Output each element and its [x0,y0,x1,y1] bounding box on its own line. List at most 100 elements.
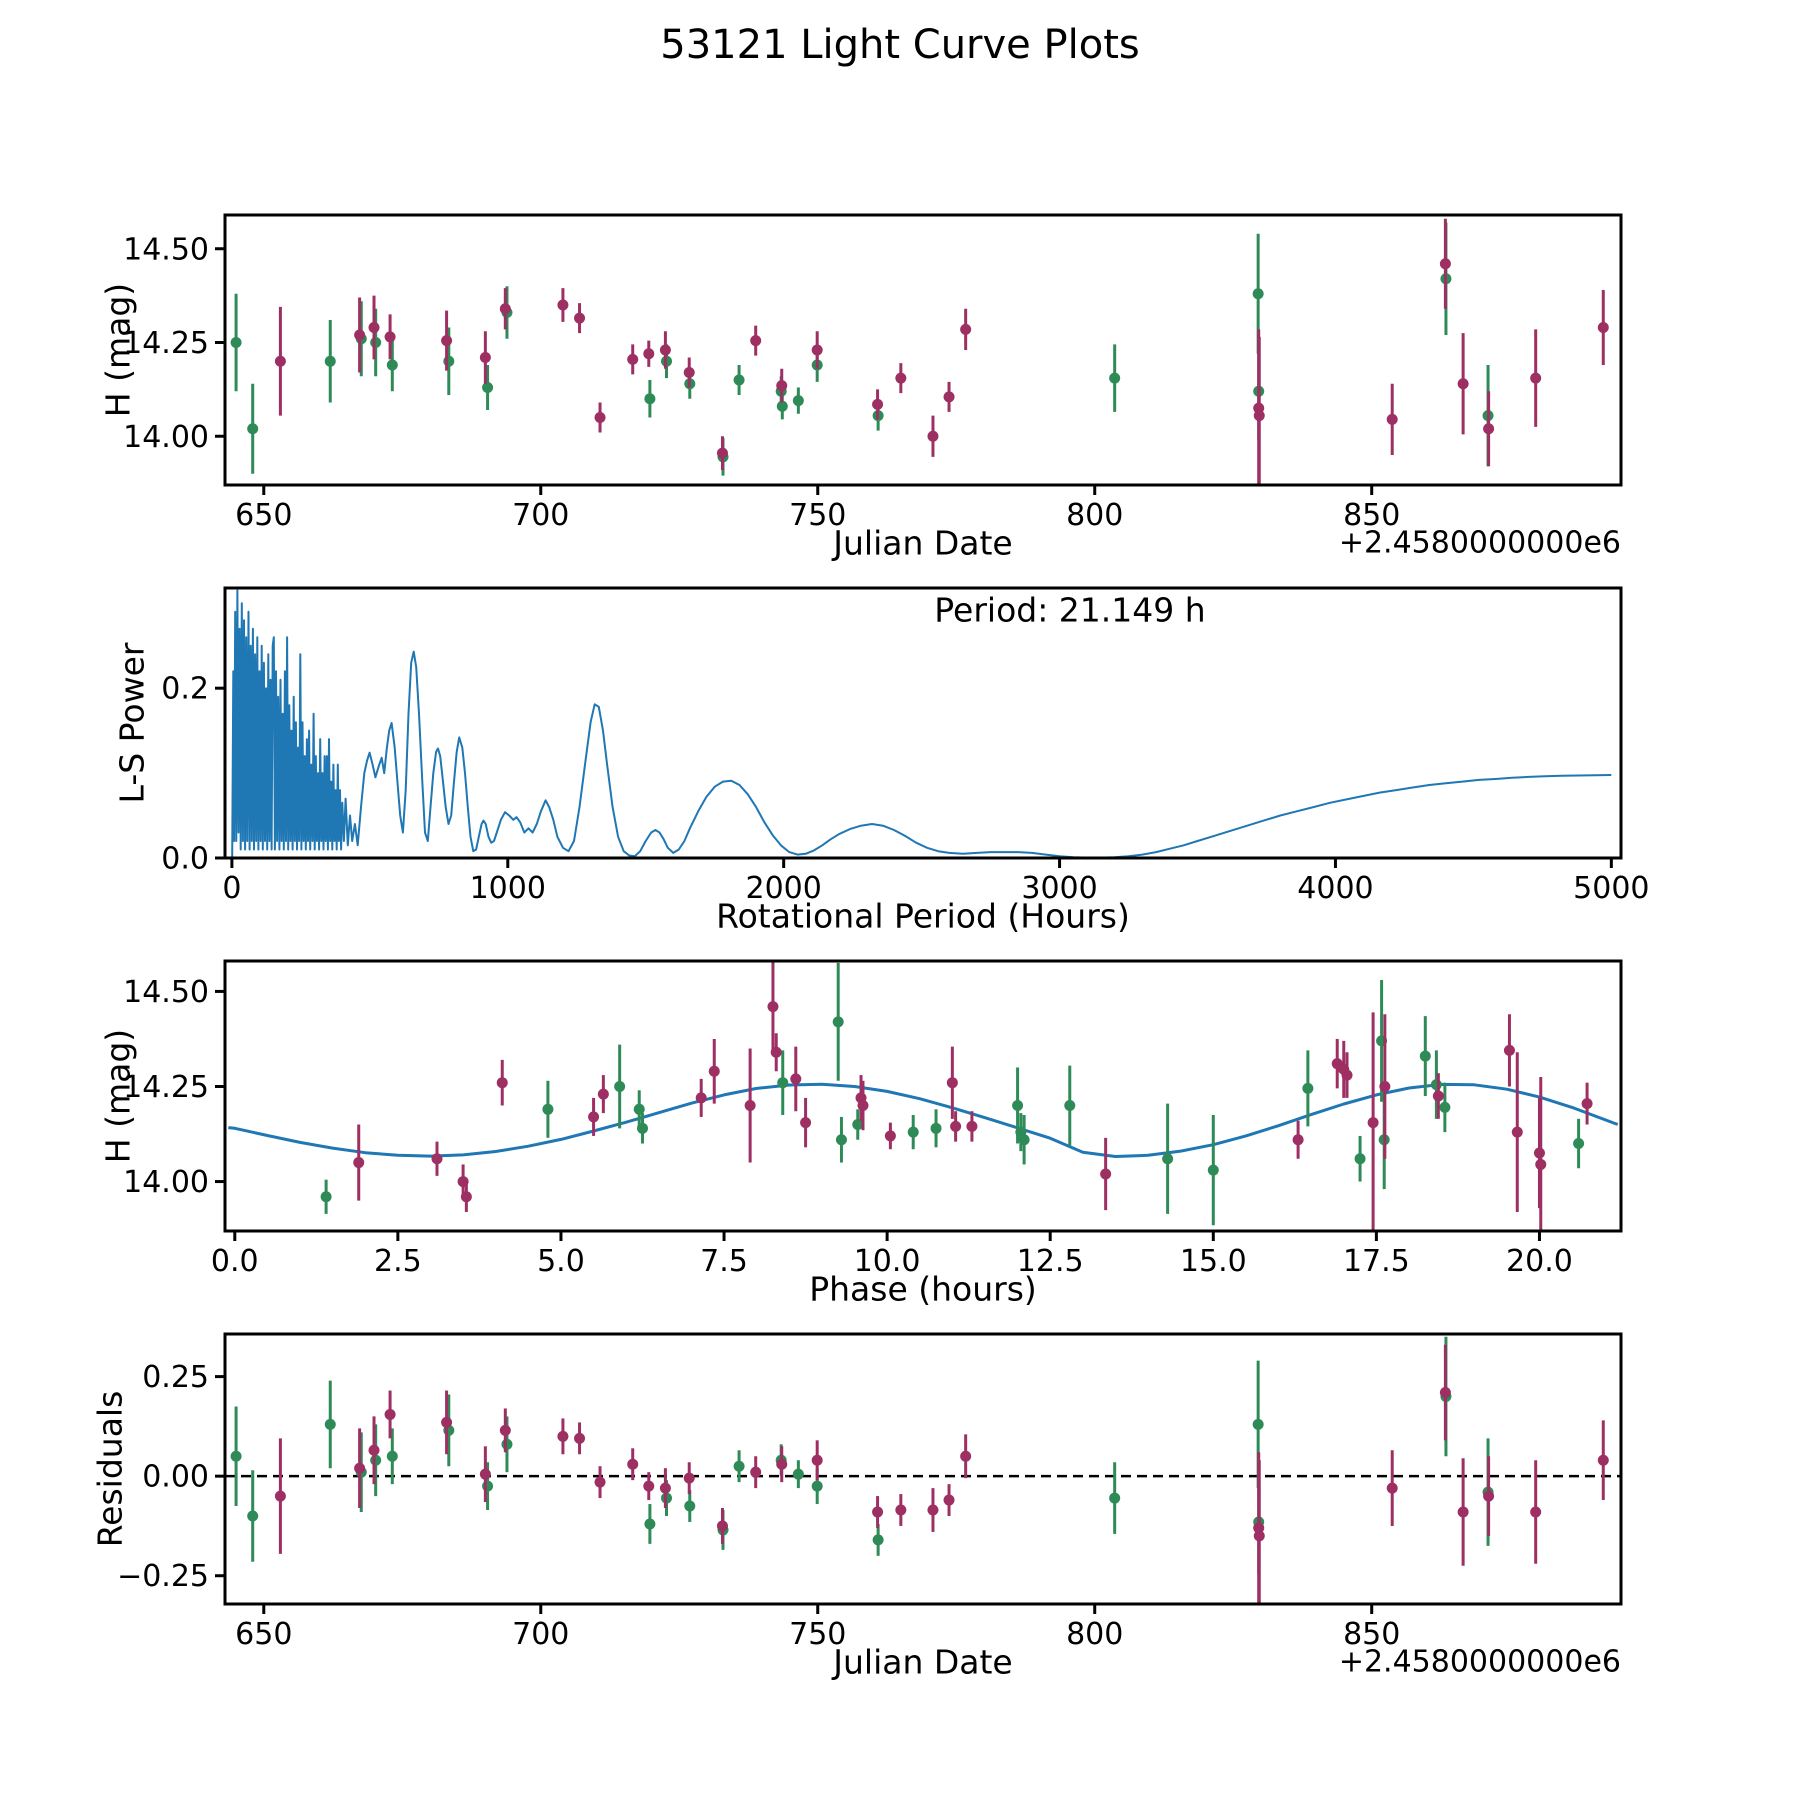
data-point [832,1016,844,1028]
data-point [792,1468,804,1480]
x-tick-label: 650 [235,1617,292,1652]
y-tick-label: 14.00 [123,420,209,455]
data-point [614,1080,626,1092]
y-tick-label: 0.2 [161,672,209,707]
series-observations-green [230,222,1494,476]
data-point [683,1472,695,1484]
data-point [633,1103,645,1115]
data-point [895,372,907,384]
x-tick-label: 0 [222,871,241,906]
data-point [852,1119,864,1131]
x-tick-label: 2.5 [374,1244,422,1279]
data-point [927,430,939,442]
axis-label-h-mag-2: H (mag) [98,1028,138,1164]
x-tick-label: 15.0 [1180,1244,1247,1279]
data-point [1535,1158,1547,1170]
plot-area-light-curve [230,218,1609,485]
x-tick-label: 3000 [1021,871,1097,906]
data-point [431,1153,443,1165]
axis-offset-label-2: +2.4580000000e6 [1338,1644,1621,1680]
data-point [230,1450,242,1462]
data-point [627,1458,639,1470]
data-point [1012,1100,1024,1112]
data-point [443,355,455,367]
data-point [441,335,453,347]
panel-residuals: 650 700 750 800 850 −0.25 0.00 0.25 [117,1332,1623,1652]
axis-offset-label-1: +2.4580000000e6 [1338,525,1621,561]
y-tick-label: 0.25 [142,1360,209,1395]
data-point [1530,1506,1542,1518]
y-tick-label: 14.00 [123,1165,209,1200]
data-point [324,1418,336,1430]
y-tick-label: 14.25 [123,326,209,361]
data-point [320,1191,332,1203]
series-observations-green [230,1336,1494,1574]
data-point [384,1408,396,1420]
data-point [943,391,955,403]
plot-area-phased-light-curve [228,961,1619,1231]
data-point [644,393,656,405]
data-point [1439,1387,1451,1399]
data-point [811,1454,823,1466]
data-point [1253,1530,1265,1542]
data-point [1354,1153,1366,1165]
data-point [1018,1134,1030,1146]
x-tick-label: 5.0 [537,1244,585,1279]
data-point [790,1073,802,1085]
data-point [659,1482,671,1494]
data-point [1511,1126,1523,1138]
x-tick-label: 850 [1343,1617,1400,1652]
data-point [895,1504,907,1516]
data-point [386,1450,398,1462]
y-tick-label: −0.25 [117,1559,209,1594]
x-tick-label: 2000 [745,871,821,906]
data-point [636,1122,648,1134]
data-point [482,1480,494,1492]
data-point [750,335,762,347]
series-observations-purple [274,1344,1609,1604]
data-point [1302,1082,1314,1094]
data-point [1439,258,1451,270]
data-point [501,1438,513,1450]
data-point [659,344,671,356]
data-point [716,447,728,459]
x-tick-label: 800 [1066,1617,1123,1652]
data-point [1432,1090,1444,1102]
x-tick-label: 750 [789,498,846,533]
data-point [574,312,586,324]
data-point [960,323,972,335]
data-point [1100,1168,1112,1180]
data-point [1439,1101,1451,1113]
x-tick-label: 1000 [470,871,546,906]
data-point [368,322,380,333]
axis-label-julian-date-1: Julian Date [833,523,1013,563]
data-point [594,412,606,423]
data-point [247,1510,259,1522]
data-point [557,299,569,311]
data-point [479,1468,491,1480]
data-point [1109,372,1121,384]
data-point [574,1432,586,1444]
x-tick-label: 17.5 [1343,1244,1410,1279]
data-point [767,1001,779,1013]
data-point [884,1130,896,1142]
data-point [1207,1164,1219,1176]
data-point [247,423,259,435]
y-tick-label: 0.0 [161,842,209,877]
data-point [643,348,655,360]
y-tick-label: 14.50 [123,975,209,1010]
axes-frame [223,959,1623,1233]
data-point [644,1518,656,1530]
data-point [1457,1506,1469,1518]
axis-label-julian-date-2: Julian Date [833,1642,1013,1682]
data-point [1597,1454,1609,1466]
data-point [1064,1100,1076,1112]
data-point [1162,1153,1174,1165]
axes-frame [223,1332,1623,1606]
data-point [324,355,336,367]
data-point [460,1191,472,1203]
data-point [950,1120,962,1132]
data-point [695,1092,707,1104]
data-point [776,1458,788,1470]
